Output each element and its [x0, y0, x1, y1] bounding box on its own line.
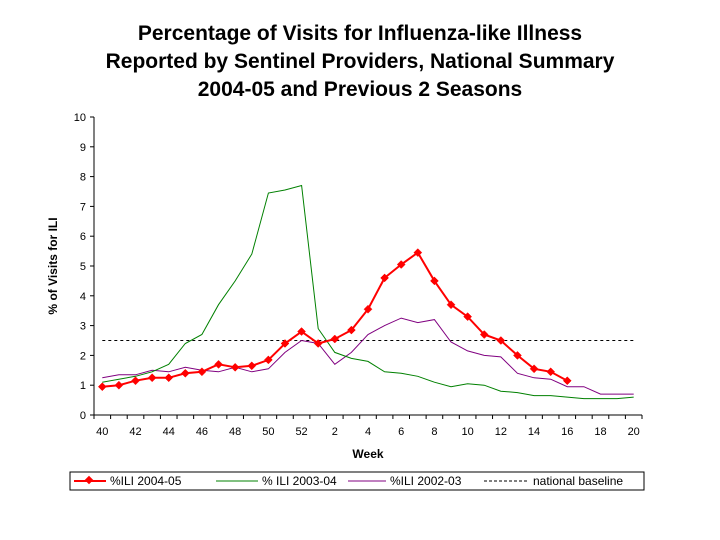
data-point-2004-05 [463, 312, 472, 322]
x-tick-label: 14 [528, 426, 540, 438]
series-layer [97, 184, 634, 400]
data-point-2004-05 [347, 325, 356, 335]
series-line-2003-04 [102, 184, 634, 400]
y-tick-label: 8 [80, 172, 86, 184]
legend-label-2002-03: %ILI 2002-03 [390, 474, 462, 488]
x-axis-label: Week [352, 447, 383, 461]
legend-item-2004-05: %ILI 2004-05 [74, 474, 182, 488]
legend-marker-2004-05 [84, 475, 94, 485]
data-point-2004-05 [147, 373, 157, 383]
data-point-2004-05 [114, 380, 124, 390]
data-point-2004-05 [264, 355, 273, 365]
data-point-2004-05 [413, 248, 423, 257]
series-line-2004-05 [102, 251, 568, 388]
data-point-2004-05 [97, 382, 107, 392]
y-tick-label: 10 [74, 112, 86, 124]
legend-item-2002-03: %ILI 2002-03 [348, 474, 462, 488]
x-tick-label: 20 [628, 426, 640, 438]
y-tick-label: 9 [80, 142, 86, 154]
x-tick-label: 16 [561, 426, 573, 438]
data-point-2004-05 [363, 304, 373, 314]
data-point-2004-05 [164, 373, 174, 383]
y-tick-label: 7 [80, 201, 86, 213]
legend-label-2003-04: % ILI 2003-04 [262, 474, 337, 488]
y-tick-label: 5 [80, 261, 86, 273]
data-point-2004-05 [131, 376, 140, 386]
data-point-2004-05 [380, 273, 389, 283]
y-axis-label: % of Visits for ILI [46, 217, 60, 314]
y-tick-label: 1 [80, 380, 86, 392]
data-point-2004-05 [396, 260, 406, 269]
y-tick-label: 4 [80, 291, 86, 303]
axes [93, 117, 642, 416]
x-tick-label: 10 [462, 426, 474, 438]
x-axis-ticks: 40 42 44 46 48 50 52 2 4 6 8 10 12 14 16 18 20 [93, 415, 643, 438]
data-point-2004-05 [562, 376, 572, 386]
data-point-2004-05 [513, 351, 522, 360]
data-point-2004-05 [197, 367, 207, 377]
y-tick-label: 3 [80, 321, 86, 333]
data-point-2004-05 [247, 361, 257, 371]
y-axis-ticks: 0 1 2 3 4 5 6 7 8 9 10 [74, 112, 94, 422]
series-line-2002-03 [102, 317, 634, 395]
data-point-2004-05 [180, 368, 190, 378]
x-tick-label: 48 [229, 426, 241, 438]
x-tick-label: 40 [96, 426, 108, 438]
x-tick-label: 12 [495, 426, 507, 438]
legend: %ILI 2004-05 % ILI 2003-04 %ILI 2002-03 … [69, 471, 645, 491]
legend-label-2004-05: %ILI 2004-05 [110, 474, 182, 488]
x-tick-label: 50 [262, 426, 274, 438]
x-tick-label: 4 [365, 426, 371, 438]
legend-item-baseline: national baseline [484, 474, 623, 488]
y-tick-label: 2 [80, 350, 86, 362]
legend-label-baseline: national baseline [533, 474, 623, 488]
x-tick-label: 8 [431, 426, 437, 438]
x-tick-label: 46 [196, 426, 208, 438]
x-tick-label: 44 [163, 426, 175, 438]
x-tick-label: 52 [295, 426, 307, 438]
x-tick-label: 42 [129, 426, 141, 438]
data-point-2004-05 [446, 300, 456, 310]
chart-title-line-3: 2004-05 and Previous 2 Seasons [197, 78, 523, 101]
y-tick-label: 6 [80, 231, 86, 243]
data-point-2004-05 [479, 330, 489, 339]
data-point-2004-05 [430, 276, 439, 286]
data-point-2004-05 [313, 339, 323, 348]
x-tick-label: 6 [398, 426, 404, 438]
data-point-2004-05 [230, 362, 240, 372]
chart-title: Percentage of Visits for Influenza-like … [0, 20, 720, 104]
data-point-2004-05 [529, 364, 539, 374]
legend-item-2003-04: % ILI 2003-04 [216, 474, 337, 488]
chart-title-line-1: Percentage of Visits for Influenza-like … [137, 22, 583, 45]
data-point-2004-05 [297, 327, 306, 336]
data-point-2004-05 [214, 359, 223, 369]
x-tick-label: 18 [594, 426, 606, 438]
data-point-2004-05 [280, 339, 290, 348]
x-tick-label: 2 [332, 426, 338, 438]
chart-title-line-2: Reported by Sentinel Providers, National… [105, 50, 615, 73]
data-point-2004-05 [546, 367, 556, 377]
data-point-2004-05 [496, 336, 506, 345]
y-tick-label: 0 [80, 410, 86, 422]
data-point-2004-05 [330, 334, 340, 344]
